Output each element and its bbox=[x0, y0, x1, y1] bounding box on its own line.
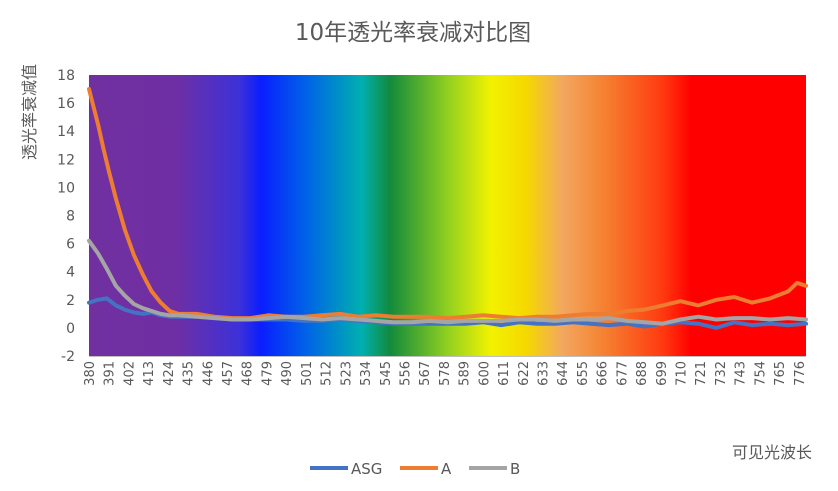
x-tick-label: 424 bbox=[162, 361, 177, 386]
x-tick-label: 413 bbox=[142, 361, 157, 386]
x-tick-label: 666 bbox=[596, 361, 611, 386]
x-tick-label: 490 bbox=[280, 361, 295, 386]
x-tick-label: 534 bbox=[359, 361, 374, 386]
plot-background-spectrum bbox=[89, 75, 806, 356]
x-tick-label: 523 bbox=[339, 361, 354, 386]
x-axis: 380 391 402 413 424 435 446 457 468 479 490 501 512 5… bbox=[83, 361, 808, 386]
y-axis: 18 16 14 12 10 8 6 4 2 0 -2 bbox=[57, 68, 75, 365]
x-tick-label: 501 bbox=[300, 361, 315, 386]
series-line-b bbox=[87, 238, 808, 326]
x-tick-label: 710 bbox=[675, 361, 690, 386]
y-tick-label: -2 bbox=[61, 349, 75, 365]
x-tick-label: 402 bbox=[122, 361, 137, 386]
legend-label: B bbox=[510, 460, 520, 478]
series-lines bbox=[87, 87, 808, 330]
legend: ASG A B bbox=[310, 460, 520, 478]
x-tick-label: 721 bbox=[694, 361, 709, 386]
x-tick-label: 578 bbox=[438, 361, 453, 386]
x-tick-label: 446 bbox=[201, 361, 216, 386]
x-tick-label: 677 bbox=[615, 361, 630, 386]
x-tick-label: 644 bbox=[556, 361, 571, 386]
x-tick-label: 435 bbox=[182, 361, 197, 386]
x-tick-label: 732 bbox=[714, 361, 729, 386]
x-tick-label: 776 bbox=[793, 361, 808, 386]
chart-title: 10年透光率衰减对比图 bbox=[295, 20, 531, 46]
legend-label: A bbox=[441, 460, 452, 478]
x-tick-label: 589 bbox=[458, 361, 473, 386]
y-axis-title: 透光率衰减值 bbox=[20, 64, 39, 160]
x-axis-title: 可见光波长 bbox=[732, 443, 812, 462]
x-tick-label: 567 bbox=[418, 361, 433, 386]
x-tick-label: 457 bbox=[221, 361, 236, 386]
x-tick-label: 655 bbox=[576, 361, 591, 386]
y-tick-label: 16 bbox=[57, 96, 75, 112]
x-tick-label: 479 bbox=[260, 361, 275, 386]
x-tick-label: 545 bbox=[379, 361, 394, 386]
x-tick-label: 622 bbox=[517, 361, 532, 386]
x-tick-label: 468 bbox=[241, 361, 256, 386]
y-tick-label: 10 bbox=[57, 180, 75, 196]
x-tick-label: 611 bbox=[497, 361, 512, 386]
x-tick-label: 512 bbox=[320, 361, 335, 386]
x-tick-label: 633 bbox=[537, 361, 552, 386]
x-tick-label: 556 bbox=[398, 361, 413, 386]
x-tick-label: 600 bbox=[477, 361, 492, 386]
x-tick-label: 743 bbox=[734, 361, 749, 386]
y-tick-label: 0 bbox=[66, 321, 75, 337]
y-tick-label: 12 bbox=[57, 152, 75, 168]
legend-label: ASG bbox=[351, 460, 382, 478]
y-tick-label: 2 bbox=[66, 293, 75, 309]
x-tick-label: 699 bbox=[655, 361, 670, 386]
x-tick-label: 688 bbox=[635, 361, 650, 386]
x-tick-label: 380 bbox=[83, 361, 98, 386]
x-tick-label: 765 bbox=[773, 361, 788, 386]
y-tick-label: 18 bbox=[57, 68, 75, 84]
x-tick-label: 391 bbox=[103, 361, 118, 386]
y-tick-label: 6 bbox=[66, 237, 75, 253]
series-line-a bbox=[87, 87, 808, 321]
y-tick-label: 14 bbox=[57, 124, 75, 140]
y-tick-label: 8 bbox=[66, 209, 75, 225]
x-tick-label: 754 bbox=[753, 361, 768, 386]
y-tick-label: 4 bbox=[66, 265, 75, 281]
